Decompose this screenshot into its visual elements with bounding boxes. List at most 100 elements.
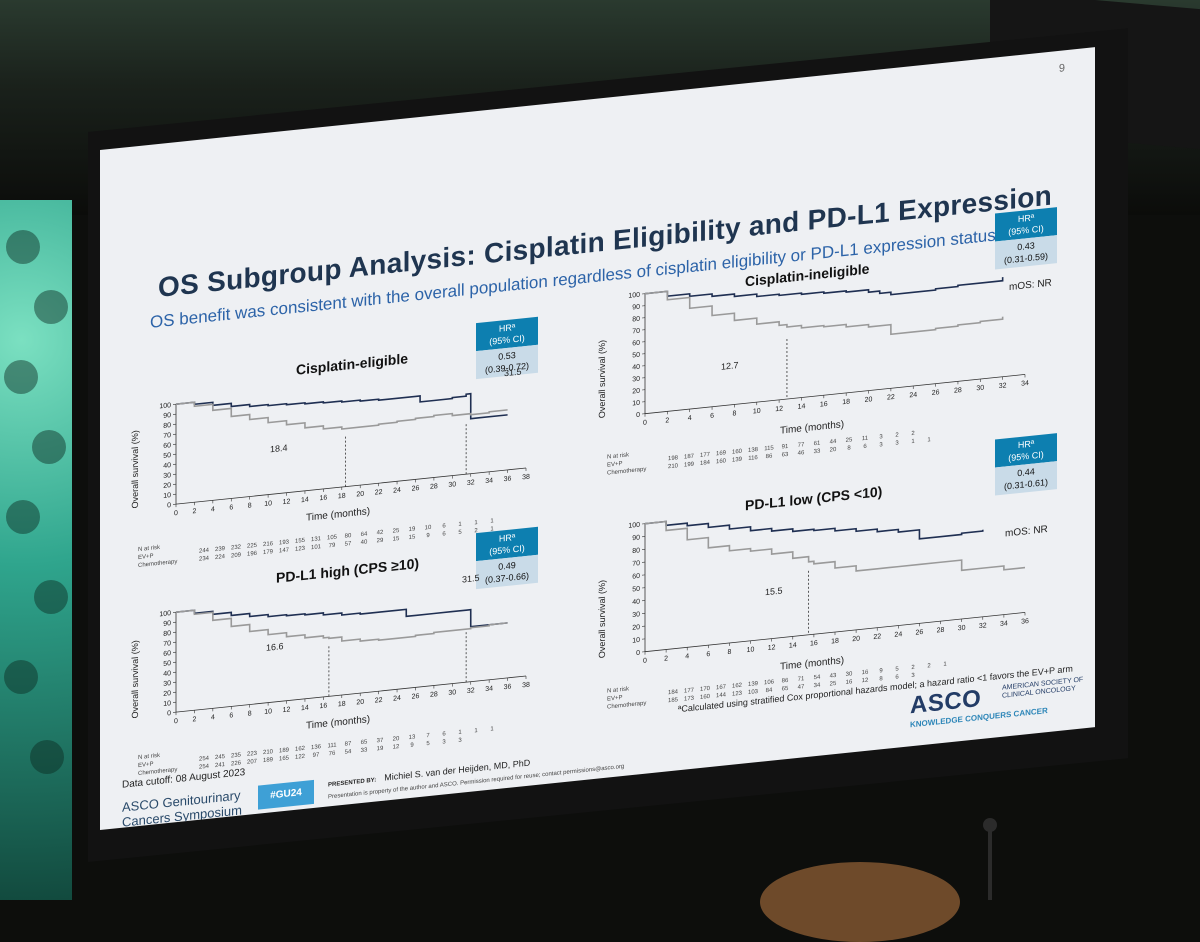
risk-count: 207 [244, 757, 260, 767]
y-tick-label: 50 [632, 586, 640, 594]
x-tick-label: 0 [174, 718, 178, 725]
risk-count: 5 [420, 739, 436, 749]
km-panel-pdl1-low: PD-L1 low (CPS <10) HRª(95% CI) 0.44(0.3… [605, 440, 1065, 708]
annotation-evp-median: 31.5 [462, 573, 480, 585]
y-tick-label: 10 [632, 637, 640, 645]
x-tick-label: 0 [643, 657, 647, 664]
y-tick-label: 30 [632, 376, 640, 384]
x-tick-label: 10 [753, 408, 761, 416]
x-tick-label: 12 [283, 498, 291, 506]
risk-count: 160 [713, 457, 729, 467]
risk-count: 5 [452, 528, 468, 538]
risk-count: 33 [356, 746, 372, 756]
risk-count: 15 [404, 533, 420, 543]
risk-count: 101 [308, 543, 324, 553]
x-tick-label: 18 [842, 398, 850, 406]
x-tick-label: 14 [798, 403, 806, 411]
y-tick-label: 100 [159, 610, 171, 618]
x-tick-label: 24 [909, 392, 917, 400]
risk-count: 1 [937, 660, 953, 670]
y-tick-label: 20 [163, 690, 171, 698]
x-tick-label: 38 [522, 682, 530, 690]
annotation-chemo-median: 18.4 [270, 443, 288, 455]
risk-count: 46 [793, 449, 809, 459]
risk-count: 147 [276, 546, 292, 556]
x-tick-label: 34 [1021, 380, 1029, 388]
x-tick-label: 6 [229, 712, 233, 719]
x-tick-label: 36 [504, 683, 512, 691]
risk-count: 234 [196, 554, 212, 564]
green-wall-decor [0, 200, 72, 900]
x-tick-label: 34 [485, 477, 493, 485]
annotation-chemo-median: 16.6 [266, 641, 284, 653]
x-tick-label: 28 [430, 691, 438, 699]
km-panel-pdl1-high: PD-L1 high (CPS ≥10) HRª(95% CI) 0.49(0.… [136, 535, 556, 778]
annotation-evp-median: 31.5 [504, 366, 522, 378]
risk-count: 1 [484, 725, 500, 735]
y-tick-label: 70 [632, 560, 640, 568]
x-tick-label: 34 [1000, 620, 1008, 628]
y-tick-label: 10 [163, 492, 171, 500]
x-tick-label: 16 [319, 703, 327, 711]
wall-cell [4, 360, 38, 394]
x-tick-label: 32 [999, 382, 1007, 390]
risk-count: 33 [809, 447, 825, 457]
evp-survival-curve [645, 489, 983, 567]
x-tick-label: 30 [448, 481, 456, 489]
y-tick-label: 90 [163, 620, 171, 628]
x-tick-label: 26 [412, 485, 420, 493]
presentation-slide: 9 OS Subgroup Analysis: Cisplatin Eligib… [100, 47, 1095, 830]
x-tick-label: 28 [937, 627, 945, 635]
wall-cell [4, 660, 38, 694]
x-tick-label: 2 [192, 508, 196, 515]
chemo-survival-curve [645, 257, 1003, 360]
x-tick-label: 14 [789, 642, 797, 650]
y-tick-label: 10 [163, 700, 171, 708]
risk-count: 40 [356, 538, 372, 548]
y-tick-label: 80 [632, 316, 640, 324]
x-tick-label: 24 [393, 487, 401, 495]
risk-count: 2 [921, 662, 937, 672]
wall-cell [34, 290, 68, 324]
risk-count: 9 [420, 531, 436, 541]
x-tick-label: 6 [706, 651, 710, 658]
x-tick-label: 14 [301, 496, 309, 504]
y-tick-label: 90 [163, 412, 171, 420]
y-tick-label: 100 [628, 292, 640, 300]
risk-count: 122 [292, 753, 308, 763]
microphone-stand [988, 830, 992, 900]
y-tick-label: 10 [632, 400, 640, 408]
risk-count: 179 [260, 548, 276, 558]
y-tick-label: 100 [628, 522, 640, 530]
x-tick-label: 22 [375, 697, 383, 705]
risk-count: 165 [276, 754, 292, 764]
chemo-survival-curve [176, 578, 508, 661]
risk-count: 63 [777, 450, 793, 460]
x-tick-label: 24 [894, 631, 902, 639]
x-tick-label: 34 [485, 685, 493, 693]
risk-count: 3 [452, 736, 468, 746]
y-tick-label: 30 [163, 680, 171, 688]
risk-count: 20 [825, 445, 841, 455]
evp-survival-curve [645, 257, 1003, 320]
risk-count: 29 [372, 536, 388, 546]
chemo-survival-curve [176, 370, 508, 446]
x-tick-label: 8 [727, 649, 731, 656]
x-tick-label: 4 [211, 714, 215, 721]
risk-count: 9 [404, 741, 420, 751]
y-tick-label: 0 [636, 412, 640, 419]
y-tick-label: 60 [163, 442, 171, 450]
risk-count: 79 [324, 541, 340, 551]
risk-count: 139 [729, 455, 745, 465]
x-tick-label: 16 [319, 495, 327, 503]
y-tick-label: 70 [632, 328, 640, 336]
x-tick-label: 6 [229, 504, 233, 511]
y-tick-label: 20 [163, 482, 171, 490]
x-tick-label: 4 [685, 653, 689, 660]
risk-count: 86 [761, 452, 777, 462]
x-tick-label: 2 [665, 417, 669, 424]
risk-count: 123 [292, 545, 308, 555]
x-tick-label: 8 [248, 710, 252, 717]
slide-number: 9 [1059, 62, 1065, 75]
y-tick-label: 60 [632, 573, 640, 581]
